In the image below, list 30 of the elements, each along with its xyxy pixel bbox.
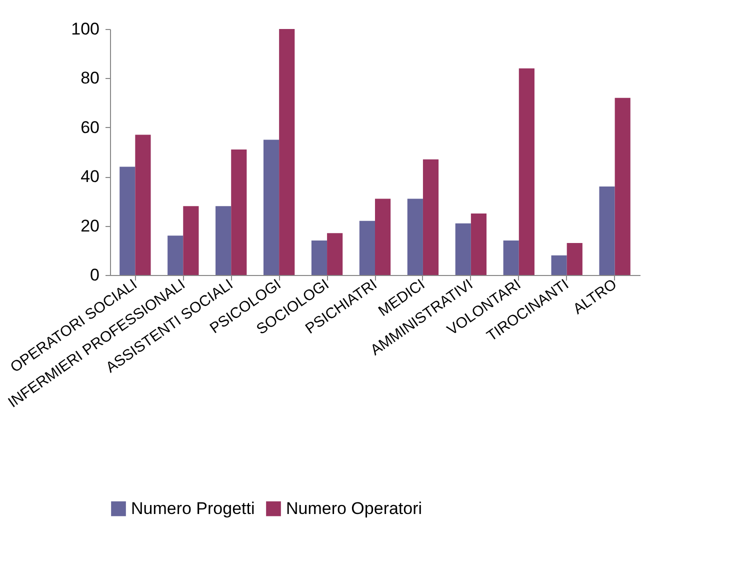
y-tick-label: 0 [90, 266, 100, 284]
bar [375, 198, 391, 275]
bar [599, 186, 615, 275]
bar [120, 166, 136, 275]
bar [422, 159, 439, 275]
y-tick-label: 40 [80, 167, 100, 186]
bar [566, 243, 582, 275]
y-tick-label: 20 [80, 216, 100, 236]
legend-label: Numero Operatori [286, 498, 422, 518]
bar [263, 140, 280, 275]
y-tick-label: 100 [71, 20, 100, 38]
y-tick-label: 80 [80, 68, 100, 88]
bar [327, 233, 343, 275]
bar [135, 134, 151, 275]
bar [311, 240, 328, 275]
bar [614, 98, 630, 275]
bar [470, 214, 487, 275]
bar [518, 68, 534, 275]
bar [455, 223, 471, 275]
bar [168, 236, 184, 275]
bar [216, 206, 232, 275]
legend-label: Numero Progetti [131, 498, 255, 518]
bar [359, 220, 375, 275]
bar [231, 150, 247, 275]
bar [183, 206, 199, 275]
bar [551, 255, 567, 275]
bar [279, 29, 295, 275]
bar [407, 198, 423, 275]
bar [503, 240, 519, 275]
y-tick-label: 60 [80, 118, 100, 137]
